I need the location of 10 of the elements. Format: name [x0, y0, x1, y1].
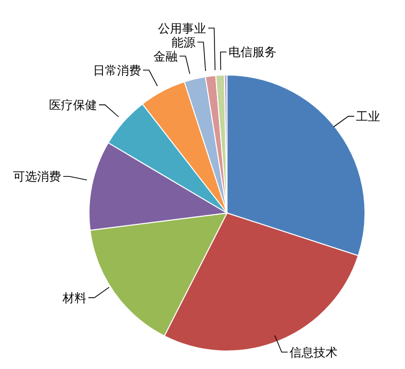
- slice-label: 日常消费: [93, 63, 142, 78]
- slice-label: 工业: [356, 110, 380, 124]
- slice-label: 金融: [154, 49, 178, 64]
- slice-label: 信息技术: [290, 345, 338, 360]
- slice-label: 材料: [61, 290, 86, 305]
- slice-label: 电信服务: [228, 45, 277, 60]
- slice-label: 医疗保健: [48, 98, 97, 112]
- slice-label: 能源: [171, 35, 196, 50]
- slice-label: 可选消费: [13, 170, 62, 184]
- slice-label: 公用事业: [158, 21, 206, 36]
